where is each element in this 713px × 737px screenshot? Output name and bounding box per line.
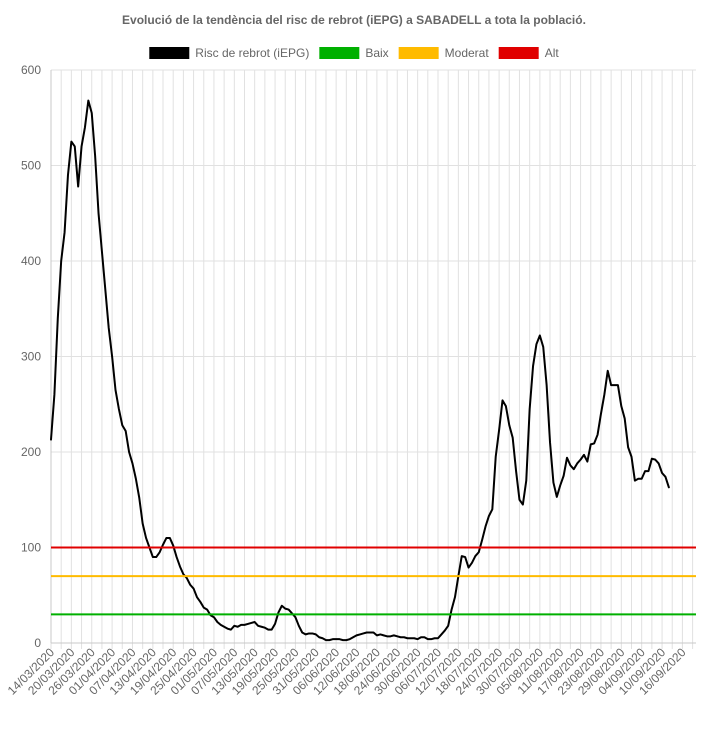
y-tick-label: 600 [21,63,41,77]
grid [50,69,696,649]
legend-label[interactable]: Moderat [445,46,490,60]
legend-swatch[interactable] [498,47,539,59]
legend-label[interactable]: Risc de rebrot (iEPG) [195,46,309,60]
series-line-risc-de-rebrot [50,99,670,642]
y-tick-label: 100 [21,541,41,555]
y-tick-label: 200 [21,445,41,459]
y-tick-label: 0 [34,636,41,650]
legend: Risc de rebrot (iEPG) Baix Moderat Alt [149,46,559,60]
y-tick-label: 400 [21,254,41,268]
chart-title: Evolució de la tendència del risc de reb… [122,13,586,27]
y-tick-label: 500 [21,159,41,173]
legend-swatch[interactable] [149,47,190,59]
legend-label[interactable]: Baix [365,46,388,60]
series-layer [50,99,696,642]
axes: 010020030040050060014/03/202020/03/20202… [5,63,696,698]
legend-swatch[interactable] [319,47,360,59]
legend-swatch[interactable] [398,47,439,59]
legend-label[interactable]: Alt [545,46,560,60]
y-tick-label: 300 [21,350,41,364]
